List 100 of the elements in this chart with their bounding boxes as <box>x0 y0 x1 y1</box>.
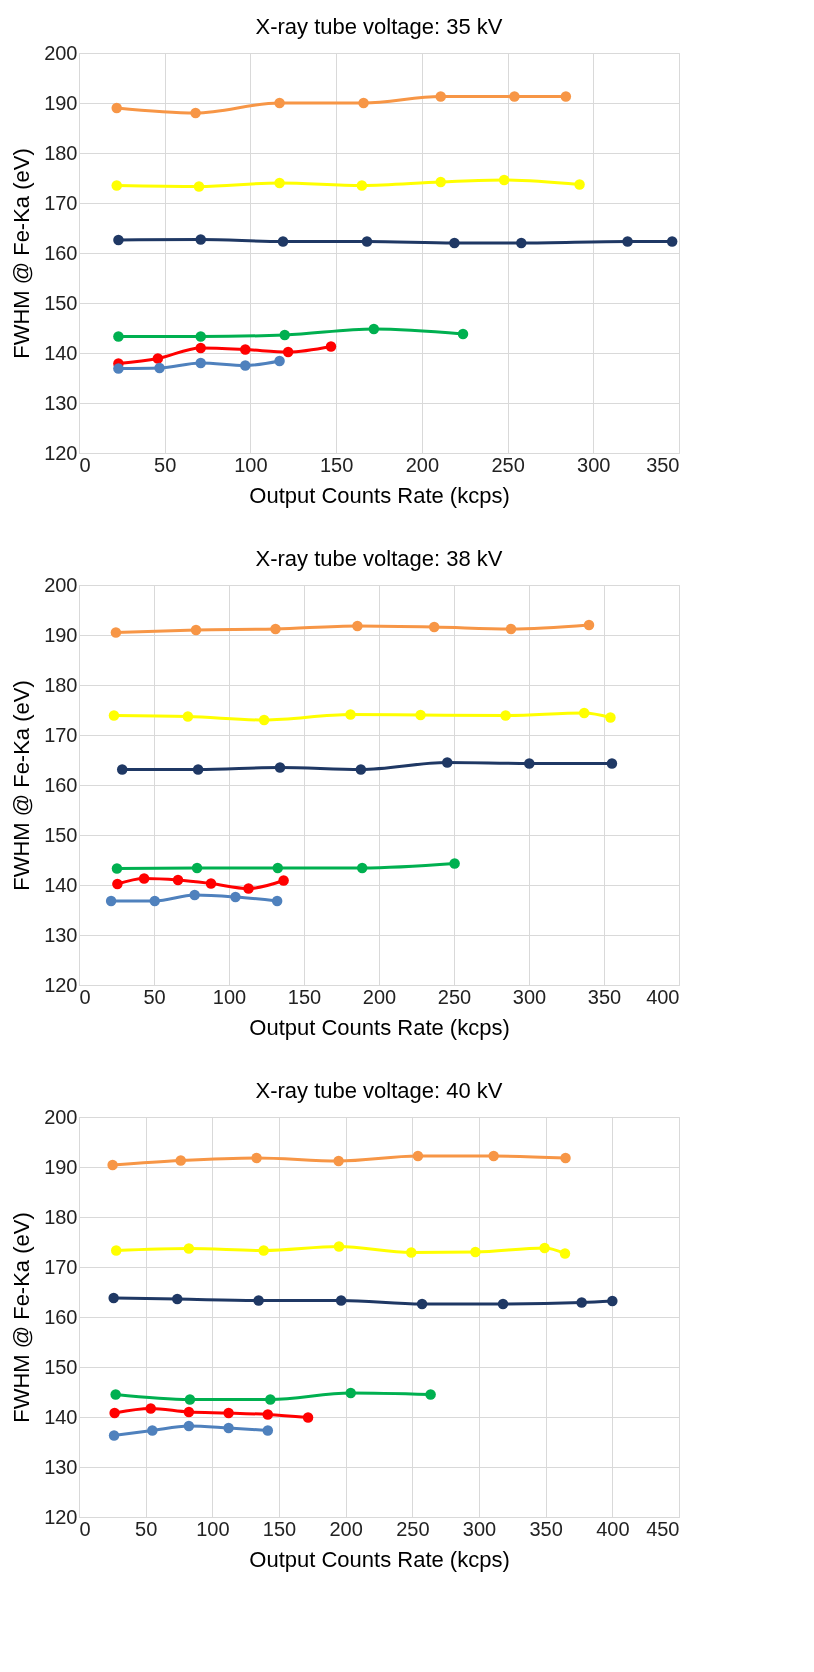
point <box>345 1387 356 1399</box>
point <box>262 1409 274 1420</box>
chart-title: X-ray tube voltage: 40 kV <box>255 1078 503 1103</box>
x-tick-label: 150 <box>287 985 322 1008</box>
point <box>223 1422 234 1434</box>
x-tick-label: 0 <box>79 453 91 476</box>
point <box>147 1425 158 1436</box>
x-tick-label: 200 <box>405 453 440 476</box>
y-tick-label: 180 <box>44 673 78 696</box>
x-tick-label: 250 <box>491 453 525 476</box>
y-tick-label: 150 <box>44 291 78 314</box>
point <box>223 1407 234 1419</box>
x-tick-label: 400 <box>596 1517 630 1540</box>
y-tick-label: 190 <box>44 623 78 646</box>
x-tick-label: 300 <box>577 453 611 476</box>
point <box>416 1298 428 1310</box>
chart-title: X-ray tube voltage: 38 kV <box>255 546 503 571</box>
x-tick-label: 100 <box>234 453 268 476</box>
point <box>333 1155 344 1167</box>
point <box>253 1295 264 1306</box>
x-tick-label: 100 <box>196 1517 230 1540</box>
point <box>497 1298 509 1310</box>
y-tick-label: 150 <box>44 1355 78 1378</box>
point <box>406 1247 417 1258</box>
point <box>412 1150 424 1162</box>
y-axis-title: FWHM @ Fe-Ka (eV) <box>9 680 35 891</box>
y-tick-label: 160 <box>44 773 78 796</box>
x-axis-title: Output Counts Rate (kcps) <box>249 482 510 508</box>
y-tick-label: 200 <box>44 1105 78 1128</box>
y-tick-label: 140 <box>44 341 78 364</box>
y-axis-title: FWHM @ Fe-Ka (eV) <box>9 148 35 359</box>
point <box>183 1406 195 1418</box>
point <box>258 1245 269 1256</box>
point <box>184 1394 196 1405</box>
x-tick-label: 150 <box>319 453 354 476</box>
point <box>183 1243 195 1254</box>
point <box>539 1242 550 1254</box>
point <box>302 1412 314 1423</box>
y-tick-label: 160 <box>44 1305 78 1328</box>
x-tick-label: 450 <box>646 1517 680 1540</box>
x-tick-label: 0 <box>79 985 91 1008</box>
x-axis-title: Output Counts Rate (kcps) <box>249 1014 510 1040</box>
point <box>251 1152 262 1164</box>
y-tick-label: 140 <box>44 873 78 896</box>
x-tick-label: 350 <box>587 985 622 1008</box>
point <box>425 1389 436 1400</box>
x-tick-label: 50 <box>135 1517 158 1540</box>
point <box>110 1245 122 1256</box>
point <box>488 1150 499 1162</box>
point <box>107 1159 118 1171</box>
y-tick-label: 150 <box>44 823 78 846</box>
y-tick-label: 200 <box>44 573 78 596</box>
x-tick-label: 100 <box>212 985 247 1008</box>
point <box>108 1430 120 1441</box>
y-tick-label: 120 <box>44 441 78 464</box>
y-tick-label: 160 <box>44 241 78 264</box>
x-tick-label: 50 <box>143 985 166 1008</box>
x-tick-label: 350 <box>529 1517 563 1540</box>
y-tick-label: 140 <box>44 1405 78 1428</box>
y-tick-label: 190 <box>44 1155 78 1178</box>
x-tick-label: 0 <box>79 1517 91 1540</box>
y-tick-label: 180 <box>44 1205 78 1228</box>
y-tick-label: 200 <box>44 41 78 64</box>
y-axis-title: FWHM @ Fe-Ka (eV) <box>9 1212 35 1423</box>
point <box>559 1248 571 1259</box>
x-tick-label: 150 <box>262 1517 297 1540</box>
x-tick-label: 250 <box>437 985 472 1008</box>
x-tick-label: 200 <box>362 985 397 1008</box>
y-tick-label: 130 <box>44 1455 78 1478</box>
y-tick-label: 180 <box>44 141 78 164</box>
point <box>333 1241 345 1252</box>
point <box>560 1152 571 1164</box>
point <box>265 1394 276 1405</box>
point <box>576 1297 587 1308</box>
point <box>175 1155 186 1166</box>
point <box>110 1389 121 1400</box>
y-tick-label: 120 <box>44 973 78 996</box>
y-tick-label: 190 <box>44 91 78 114</box>
x-tick-label: 300 <box>512 985 547 1008</box>
point <box>335 1295 347 1306</box>
point <box>183 1420 195 1432</box>
y-tick-label: 130 <box>44 391 78 414</box>
x-tick-label: 350 <box>646 453 680 476</box>
y-tick-label: 130 <box>44 923 78 946</box>
x-tick-label: 400 <box>646 985 680 1008</box>
y-tick-label: 170 <box>44 723 78 746</box>
chart-title: X-ray tube voltage: 35 kV <box>255 14 503 39</box>
x-tick-label: 50 <box>154 453 177 476</box>
point <box>108 1292 119 1304</box>
y-tick-label: 120 <box>44 1505 78 1528</box>
y-tick-label: 170 <box>44 191 78 214</box>
point <box>109 1407 120 1419</box>
x-axis-title: Output Counts Rate (kcps) <box>249 1546 510 1572</box>
point <box>145 1403 156 1414</box>
point <box>172 1293 183 1305</box>
x-tick-label: 300 <box>462 1517 497 1540</box>
x-tick-label: 250 <box>396 1517 430 1540</box>
y-tick-label: 170 <box>44 1255 78 1278</box>
x-tick-label: 200 <box>329 1517 363 1540</box>
point <box>607 1295 618 1307</box>
